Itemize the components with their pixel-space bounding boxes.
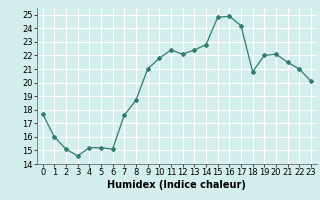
X-axis label: Humidex (Indice chaleur): Humidex (Indice chaleur) (108, 180, 246, 190)
